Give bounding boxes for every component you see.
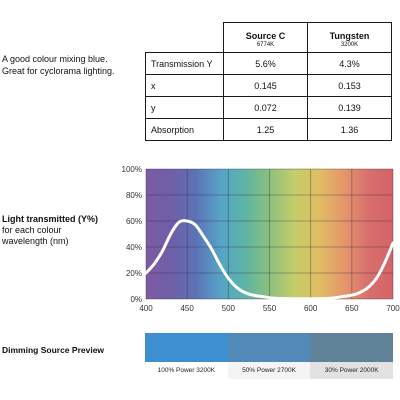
table-row: Absorption 1.25 1.36 [145, 118, 392, 141]
x-tick-label: 500 [222, 304, 236, 313]
chart-title-line-2: for each colour [2, 225, 62, 235]
y-tick-label: 40% [126, 243, 142, 252]
dimming-swatch-30 [310, 333, 394, 362]
x-tick-label: 650 [345, 304, 359, 313]
x-axis-ticks: 400 450 500 550 600 650 700 [139, 304, 400, 313]
x-tick-label: 550 [263, 304, 277, 313]
spec-table: Source C 6774K Tungsten 3200K Transmissi… [145, 22, 392, 141]
cell-value: 1.36 [307, 118, 392, 141]
x-tick-label: 600 [304, 304, 318, 313]
x-tick-label: 700 [386, 304, 400, 313]
y-tick-label: 20% [126, 269, 142, 278]
transmission-curve [144, 219, 395, 301]
description-line-1: A good colour mixing blue. [2, 54, 108, 64]
y-tick-label: 60% [126, 217, 142, 226]
description-line-2: Great for cyclorama lighting. [2, 66, 115, 76]
y-tick-label: 0% [130, 295, 142, 304]
x-tick-label: 400 [139, 304, 153, 313]
spectrum-background [146, 169, 393, 299]
chart-grid [145, 168, 394, 300]
column-subtitle: 6774K [256, 41, 275, 48]
y-tick-label: 80% [126, 191, 142, 200]
table-row: y 0.072 0.139 [145, 96, 392, 119]
dimming-labels: 100% Power 3200K 50% Power 2700K 30% Pow… [145, 362, 394, 379]
dimming-swatch-50 [227, 333, 311, 362]
column-name: Source C [245, 30, 286, 41]
y-tick-label: 100% [122, 165, 142, 174]
dimming-swatch-100 [145, 333, 228, 362]
y-axis-ticks: 0% 20% 40% 60% 80% 100% [122, 165, 142, 304]
chart-title: Light transmitted (Y%) for each colour w… [2, 214, 127, 247]
filter-description: A good colour mixing blue. Great for cyc… [2, 53, 142, 77]
table-row: x 0.145 0.153 [145, 74, 392, 97]
transmission-chart: 0% 20% 40% 60% 80% 100% 400 450 500 550 600 650 700 [122, 165, 400, 313]
dimming-label-50: 50% Power 2700K [227, 362, 311, 379]
x-tick-label: 450 [180, 304, 194, 313]
dimming-label-30: 30% Power 2000K [310, 362, 394, 379]
dimming-title: Dimming Source Preview [2, 345, 105, 355]
column-name: Tungsten [329, 30, 370, 41]
column-subtitle: 3200K [340, 41, 359, 48]
dimming-label-100: 100% Power 3200K [145, 362, 228, 379]
chart-title-line-3: wavelength (nm) [2, 236, 69, 246]
chart-title-bold: Light transmitted (Y%) [2, 214, 98, 224]
dimming-swatch-bar [145, 333, 394, 362]
